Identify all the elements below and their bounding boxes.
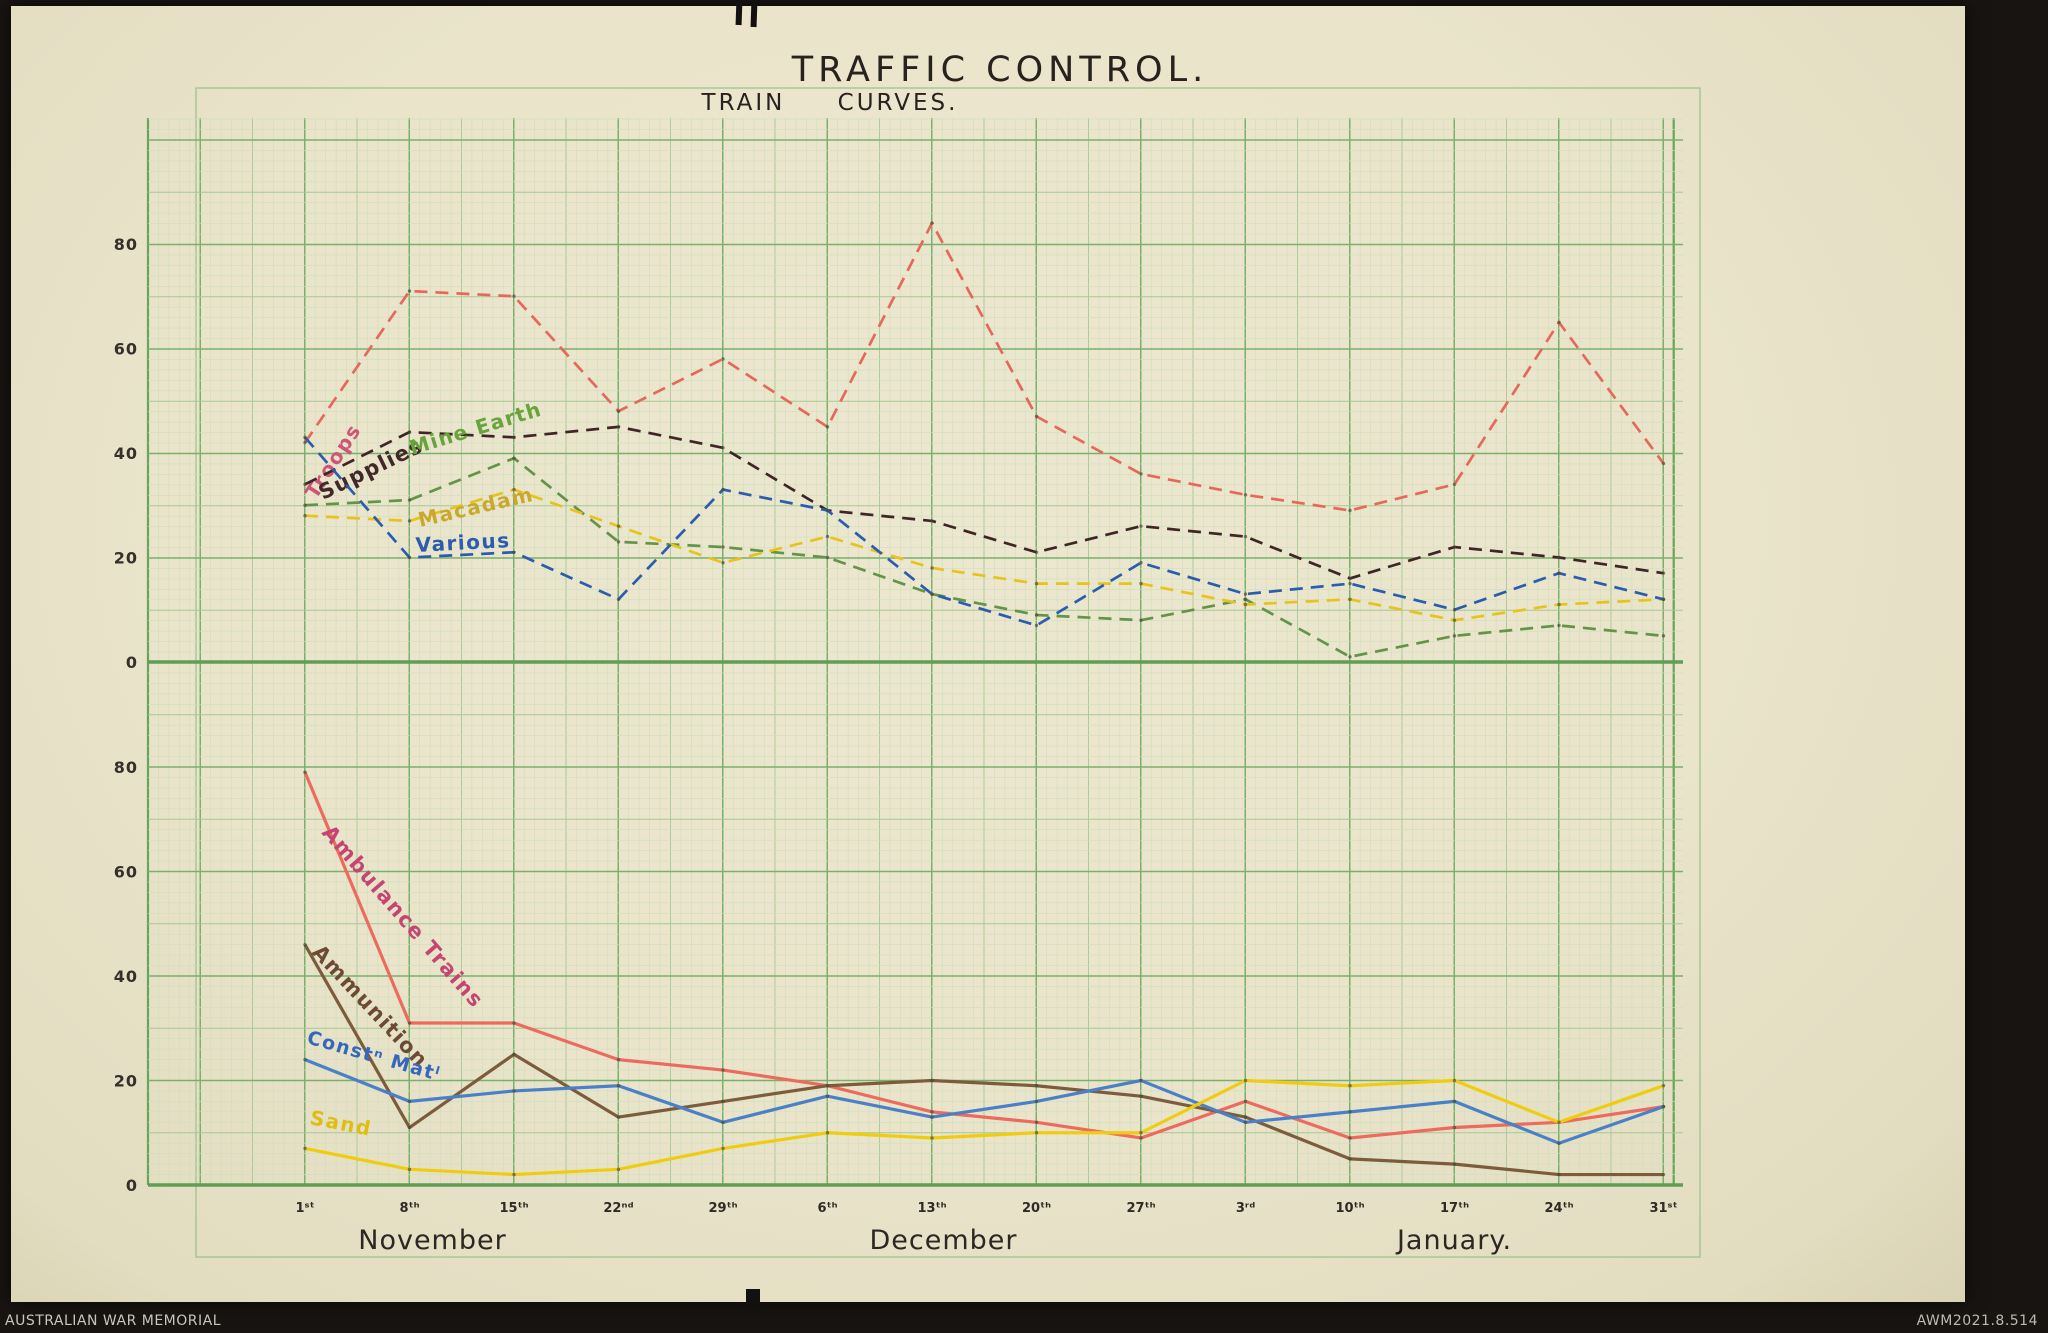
bottom-axis-tick-20: 20 bbox=[114, 1072, 138, 1091]
x-tick-0: 1ˢᵗ bbox=[295, 1201, 314, 1216]
x-tick-6: 13ᵗʰ bbox=[917, 1201, 946, 1216]
footer-institution: AUSTRALIAN WAR MEMORIAL bbox=[5, 1313, 222, 1329]
top-axis-tick-80: 80 bbox=[114, 235, 138, 254]
chart-sheet bbox=[11, 6, 1965, 1302]
x-tick-12: 24ᵗʰ bbox=[1544, 1201, 1573, 1216]
x-tick-11: 17ᵗʰ bbox=[1440, 1201, 1469, 1216]
footer-accession: AWM2021.8.514 bbox=[1916, 1313, 2038, 1329]
series-line-macadam bbox=[304, 488, 1664, 622]
top-axis-tick-60: 60 bbox=[114, 340, 138, 359]
page-subtitle: TRAIN CURVES. bbox=[701, 90, 959, 116]
x-tick-13: 31ˢᵗ bbox=[1649, 1201, 1677, 1216]
bottom-axis-tick-0: 0 bbox=[126, 1176, 138, 1195]
top-axis-tick-20: 20 bbox=[114, 549, 138, 568]
series-line-various bbox=[303, 436, 1664, 627]
series-line-supplies bbox=[304, 425, 1664, 580]
top-axis-tick-0: 0 bbox=[126, 653, 138, 672]
x-tick-1: 8ᵗʰ bbox=[399, 1201, 419, 1216]
series-line-sand bbox=[304, 1078, 1665, 1177]
x-tick-5: 6ᵗʰ bbox=[817, 1201, 837, 1216]
x-tick-4: 29ᵗʰ bbox=[708, 1201, 737, 1216]
bottom-axis-tick-60: 60 bbox=[114, 863, 138, 882]
x-tick-3: 22ⁿᵈ bbox=[603, 1201, 633, 1216]
x-tick-9: 3ʳᵈ bbox=[1236, 1201, 1255, 1216]
series-line-troops bbox=[303, 221, 1665, 512]
top-axis-tick-40: 40 bbox=[114, 444, 138, 463]
month-label-december: December bbox=[869, 1225, 1017, 1256]
series-line-ambulance-trains bbox=[303, 771, 1664, 1140]
series-label-various: Various bbox=[415, 528, 511, 557]
series-line-mine-earth bbox=[304, 456, 1664, 659]
series-line-const-mat- bbox=[304, 1058, 1665, 1145]
month-label-november: November bbox=[358, 1225, 506, 1256]
month-label-january: January. bbox=[1395, 1225, 1512, 1256]
clip-mark-bottom bbox=[746, 1289, 760, 1305]
page-title: TRAFFIC CONTROL. bbox=[791, 50, 1209, 90]
series-line-ammunition bbox=[303, 943, 1664, 1177]
x-tick-2: 15ᵗʰ bbox=[499, 1201, 528, 1216]
bottom-axis-tick-80: 80 bbox=[114, 758, 138, 777]
x-tick-7: 20ᵗʰ bbox=[1022, 1201, 1051, 1216]
x-tick-8: 27ᵗʰ bbox=[1126, 1201, 1155, 1216]
x-tick-10: 10ᵗʰ bbox=[1335, 1201, 1364, 1216]
series-label-sand: Sand bbox=[308, 1105, 374, 1140]
bottom-axis-tick-40: 40 bbox=[114, 967, 138, 986]
